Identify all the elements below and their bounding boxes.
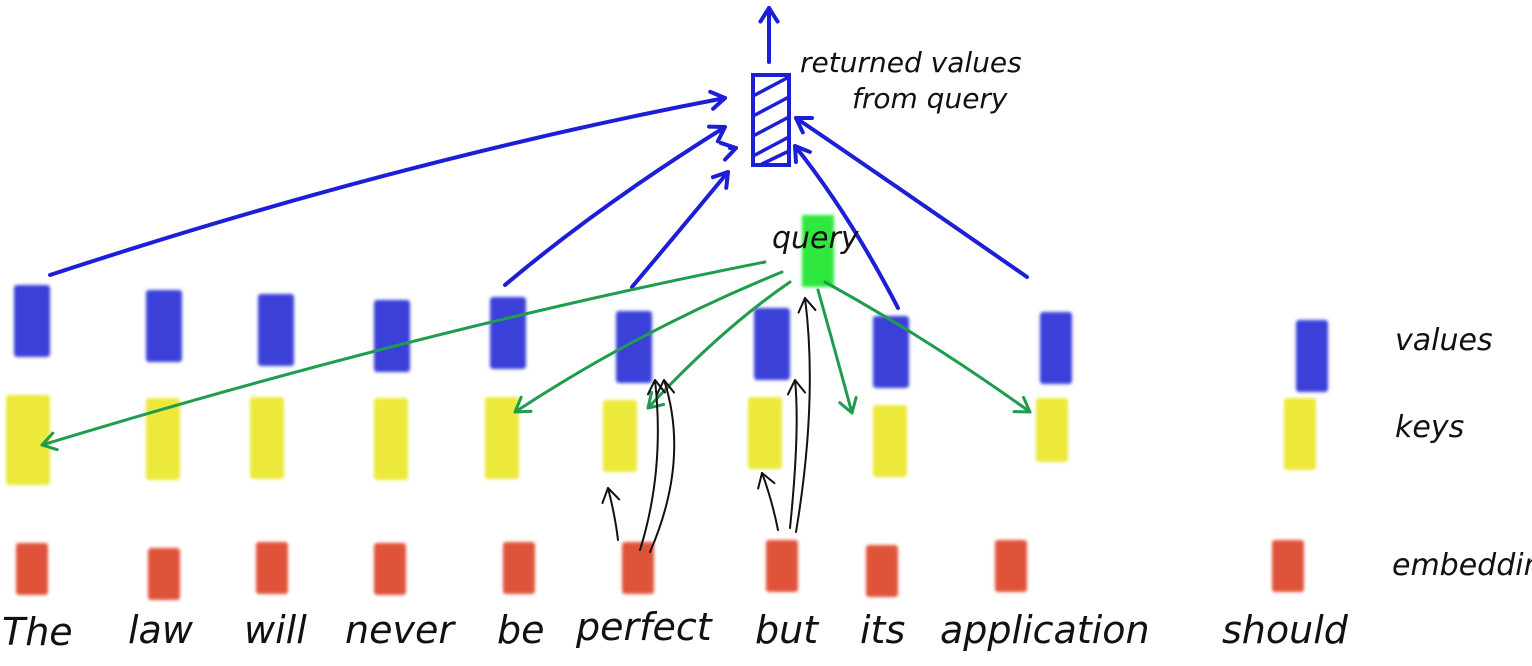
value-box-5 — [616, 311, 652, 383]
row-label-keys: keys — [1395, 410, 1464, 445]
embedding-projection-arrows — [601, 297, 817, 553]
value-box-9 — [1296, 320, 1328, 392]
query-label: query — [772, 221, 860, 256]
query-key-arrow-7 — [816, 288, 858, 415]
key-box-1 — [146, 398, 180, 480]
word-but: but — [755, 608, 820, 652]
embedding-box-3 — [374, 543, 406, 595]
embedding-box-2 — [256, 542, 288, 594]
embedding-box-7 — [866, 545, 898, 597]
word-law: law — [128, 608, 194, 652]
value-box-2 — [258, 294, 294, 366]
value-arrows — [48, 89, 1029, 310]
key-box-9 — [1284, 398, 1316, 470]
word-its: its — [860, 608, 905, 652]
value-arrow-0 — [48, 89, 727, 277]
value-arrow-extra — [718, 140, 738, 162]
embedding-box-6 — [766, 540, 798, 592]
word-should: should — [1222, 608, 1349, 652]
query-key-arrows — [40, 260, 1032, 452]
row-label-embedding: embedding — [1392, 548, 1532, 583]
word-never: never — [345, 608, 456, 652]
query-box — [802, 215, 834, 287]
value-box-0 — [14, 285, 50, 357]
embedding-box-5 — [622, 542, 654, 594]
query-key-arrow-8 — [823, 280, 1032, 414]
word-the: The — [2, 610, 73, 654]
row-label-values: values — [1395, 323, 1493, 358]
word-application: application — [940, 608, 1150, 652]
word-be: be — [497, 608, 545, 652]
embed-arrow-perfect-2 — [649, 379, 676, 553]
embedding-box-1 — [148, 548, 180, 600]
key-box-6 — [748, 397, 782, 469]
output-box — [751, 73, 791, 167]
key-box-0 — [6, 395, 50, 485]
value-box-3 — [374, 300, 410, 372]
word-perfect: perfect — [575, 605, 714, 649]
key-box-3 — [374, 398, 408, 480]
output-up-arrow — [758, 6, 780, 64]
embedding-box-4 — [503, 542, 535, 594]
embedding-box-9 — [1272, 540, 1304, 592]
embed-arrow-but-2 — [795, 297, 817, 533]
word-will: will — [244, 608, 307, 652]
key-box-4 — [485, 397, 519, 479]
output-arrow — [758, 6, 780, 64]
query-key-arrow-4 — [513, 270, 784, 414]
value-box-4 — [490, 297, 526, 369]
key-row — [6, 395, 1316, 485]
embedding-row — [16, 540, 1304, 600]
value-box-8 — [1040, 312, 1072, 384]
embed-arrow-but-1 — [786, 379, 807, 529]
embed-arrow-perfect-3 — [601, 487, 621, 541]
value-box-7 — [873, 316, 909, 388]
query-key-arrow-0 — [40, 260, 767, 452]
output-label-line1: returned values — [800, 46, 1022, 79]
embed-arrow-perfect-1 — [639, 379, 667, 551]
key-box-2 — [250, 397, 284, 479]
key-box-7 — [873, 405, 907, 477]
key-box-8 — [1036, 398, 1068, 462]
value-arrow-8 — [794, 115, 1029, 279]
embed-arrow-but-3 — [757, 472, 779, 531]
embedding-box-8 — [995, 540, 1027, 592]
embedding-box-0 — [16, 543, 48, 595]
value-box-1 — [146, 290, 182, 362]
value-row — [14, 285, 1328, 392]
key-box-5 — [603, 400, 637, 472]
value-arrow-5 — [630, 170, 730, 289]
value-arrow-4 — [503, 124, 727, 287]
value-arrow-7 — [793, 144, 900, 310]
value-box-6 — [754, 308, 790, 380]
output-label-line2: from query — [852, 82, 1008, 115]
query-key-arrow-5 — [646, 280, 792, 410]
